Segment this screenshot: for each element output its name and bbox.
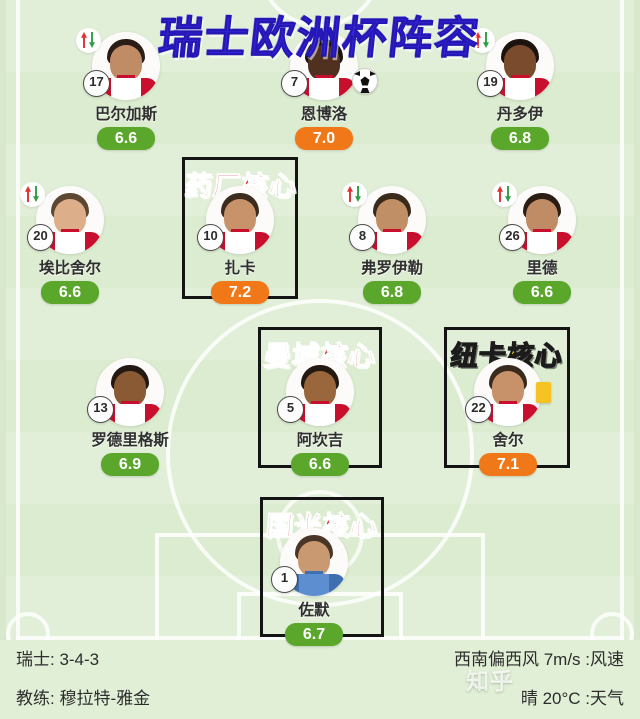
player-rating: 6.8 bbox=[363, 281, 421, 304]
pitch-center-circle bbox=[166, 299, 474, 607]
avatar-wrap: 7 bbox=[281, 32, 378, 100]
player-name: 丹多伊 bbox=[496, 106, 544, 123]
avatar-wrap: 10 bbox=[197, 186, 274, 254]
avatar-wrap: 8 bbox=[342, 182, 426, 254]
substitution-arrows-icon bbox=[470, 28, 495, 53]
player-name: 舍尔 bbox=[492, 432, 524, 449]
avatar-wrap: 17 bbox=[76, 28, 160, 100]
player-card-19[interactable]: 19 丹多伊 6.8 bbox=[468, 28, 572, 150]
player-card-1[interactable]: 1 佐默 6.7 bbox=[262, 528, 366, 646]
avatar-wrap: 26 bbox=[492, 182, 576, 254]
player-number: 8 bbox=[349, 224, 376, 251]
player-card-26[interactable]: 26 里德 6.6 bbox=[490, 182, 594, 304]
footer-row-formation: 瑞士: 3-4-3 西南偏西风 7m/s :风速 bbox=[16, 640, 624, 679]
pitch-corner-arc-left bbox=[6, 612, 50, 640]
avatar-wrap: 13 bbox=[87, 358, 164, 426]
player-card-22[interactable]: 22 舍尔 7.1 bbox=[456, 358, 560, 476]
pitch-corner-arc-right bbox=[590, 612, 634, 640]
player-number: 7 bbox=[281, 70, 308, 97]
player-rating: 6.9 bbox=[101, 453, 159, 476]
player-card-17[interactable]: 17 巴尔加斯 6.6 bbox=[74, 28, 178, 150]
player-rating: 6.7 bbox=[285, 623, 343, 646]
player-rating: 6.6 bbox=[513, 281, 571, 304]
player-rating: 6.8 bbox=[491, 127, 549, 150]
player-name: 佐默 bbox=[298, 602, 330, 619]
player-number: 10 bbox=[197, 224, 224, 251]
player-card-5[interactable]: 5 阿坎吉 6.6 bbox=[268, 358, 372, 476]
player-name: 巴尔加斯 bbox=[94, 106, 157, 123]
player-rating: 7.1 bbox=[479, 453, 537, 476]
player-card-7[interactable]: 7 恩博洛 7.0 bbox=[272, 32, 378, 150]
avatar-wrap: 22 bbox=[465, 358, 551, 426]
substitution-arrows-icon bbox=[492, 182, 517, 207]
player-rating: 6.6 bbox=[41, 281, 99, 304]
avatar-wrap: 5 bbox=[277, 358, 354, 426]
footer-row-coach: 教练: 穆拉特-雅金 晴 20°C :天气 bbox=[16, 679, 624, 718]
player-name: 罗德里格斯 bbox=[91, 432, 169, 449]
pitch-sideline-left bbox=[16, 0, 20, 640]
player-number: 5 bbox=[277, 396, 304, 423]
wind-label: 西南偏西风 7m/s :风速 bbox=[453, 650, 624, 669]
player-name: 里德 bbox=[526, 260, 558, 277]
player-rating: 7.0 bbox=[295, 127, 353, 150]
player-number: 17 bbox=[83, 70, 110, 97]
player-rating: 7.2 bbox=[211, 281, 269, 304]
avatar bbox=[290, 32, 358, 100]
substitution-arrows-icon bbox=[342, 182, 367, 207]
pitch-sideline-right bbox=[620, 0, 624, 640]
player-number: 1 bbox=[271, 566, 298, 593]
pitch-left-edge bbox=[0, 0, 6, 640]
coach-label: 教练: 穆拉特-雅金 bbox=[16, 689, 151, 708]
player-number: 26 bbox=[499, 224, 526, 251]
pitch-top-arc bbox=[258, 0, 382, 28]
substitution-arrows-icon bbox=[76, 28, 101, 53]
weather-label: 晴 20°C :天气 bbox=[520, 689, 624, 708]
player-rating: 6.6 bbox=[97, 127, 155, 150]
player-name: 恩博洛 bbox=[300, 106, 348, 123]
formation-label: 瑞士: 3-4-3 bbox=[16, 650, 100, 669]
player-number: 19 bbox=[477, 70, 504, 97]
substitution-arrows-icon bbox=[20, 182, 45, 207]
footer-bar: 瑞士: 3-4-3 西南偏西风 7m/s :风速 教练: 穆拉特-雅金 晴 20… bbox=[0, 640, 640, 719]
avatar bbox=[358, 186, 426, 254]
player-number: 20 bbox=[27, 224, 54, 251]
player-card-10[interactable]: 10 扎卡 7.2 bbox=[188, 186, 292, 304]
player-number: 13 bbox=[87, 396, 114, 423]
player-name: 埃比舍尔 bbox=[38, 260, 101, 277]
avatar-wrap: 19 bbox=[470, 28, 554, 100]
avatar-wrap: 1 bbox=[271, 528, 348, 596]
player-name: 阿坎吉 bbox=[296, 432, 344, 449]
avatar bbox=[206, 186, 274, 254]
player-card-8[interactable]: 8 弗罗伊勒 6.8 bbox=[340, 182, 444, 304]
player-number: 22 bbox=[465, 396, 492, 423]
yellow-card-icon bbox=[536, 382, 551, 403]
pitch-right-edge bbox=[634, 0, 640, 640]
avatar bbox=[486, 32, 554, 100]
player-name: 扎卡 bbox=[224, 260, 256, 277]
avatar-wrap: 20 bbox=[20, 182, 104, 254]
player-name: 弗罗伊勒 bbox=[360, 260, 423, 277]
player-card-20[interactable]: 20 埃比舍尔 6.6 bbox=[18, 182, 122, 304]
player-card-13[interactable]: 13 罗德里格斯 6.9 bbox=[78, 358, 182, 476]
football-goal-icon bbox=[352, 68, 378, 94]
player-rating: 6.6 bbox=[291, 453, 349, 476]
